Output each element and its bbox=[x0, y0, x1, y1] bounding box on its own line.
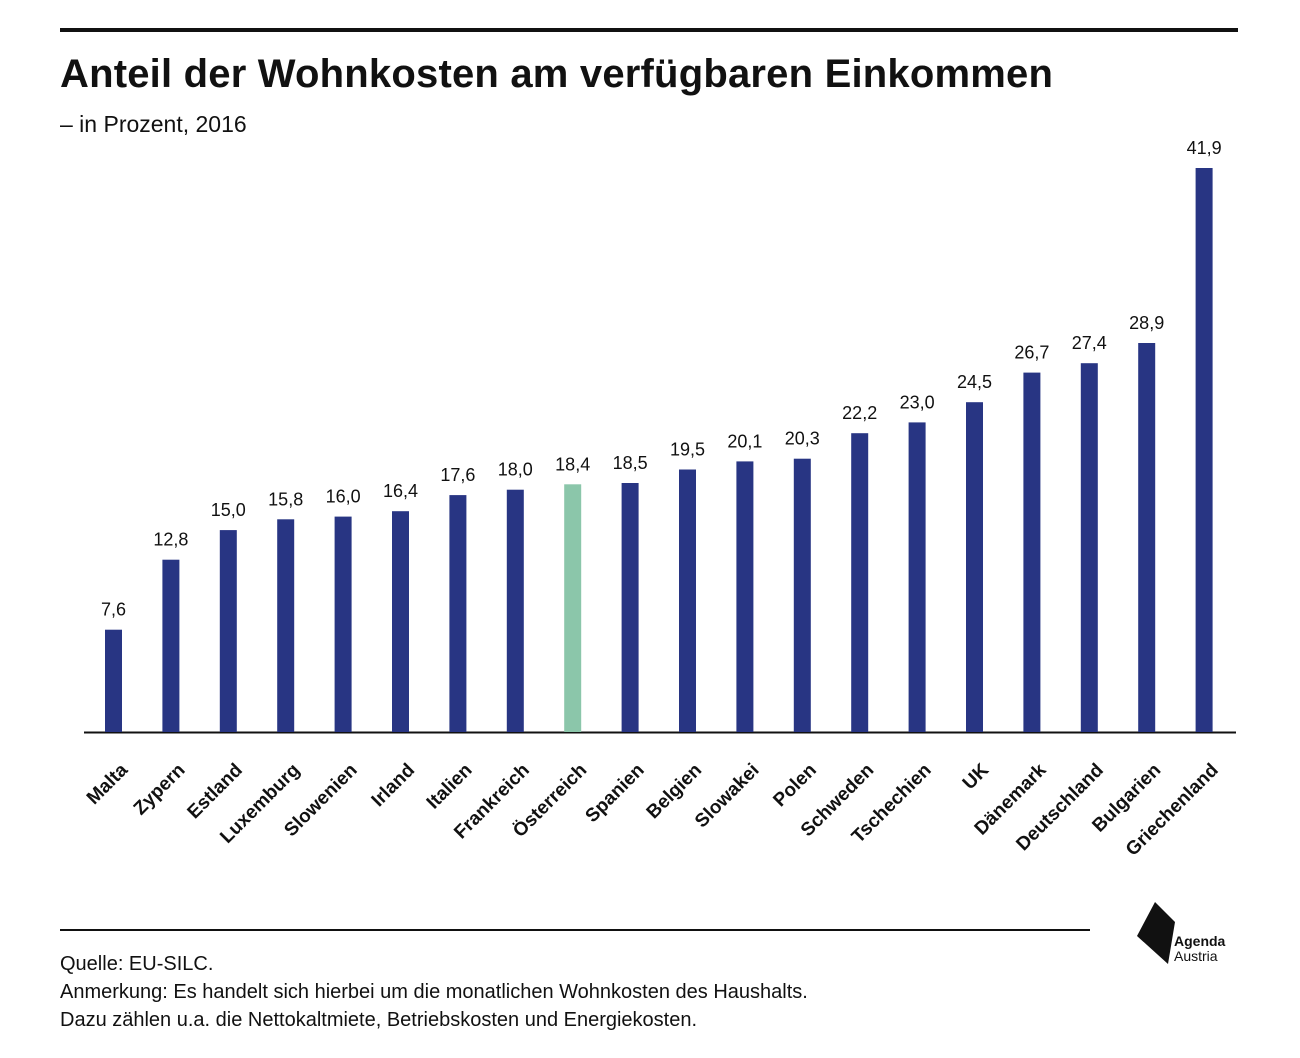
bar-luxemburg bbox=[277, 519, 295, 732]
category-label: Spanien bbox=[582, 760, 649, 827]
bar-italien bbox=[449, 495, 467, 732]
category-label: Zypern bbox=[130, 760, 190, 820]
bar-belgien bbox=[679, 469, 696, 732]
value-label: 18,0 bbox=[498, 460, 533, 480]
value-label: 27,4 bbox=[1072, 333, 1107, 353]
bar-frankreich bbox=[506, 489, 524, 732]
bar-schweden bbox=[851, 433, 869, 732]
value-label: 20,3 bbox=[785, 429, 820, 449]
value-label: 41,9 bbox=[1187, 138, 1222, 158]
footer: Quelle: EU-SILC. Anmerkung: Es handelt s… bbox=[60, 950, 808, 1034]
bar-österreich bbox=[564, 484, 582, 732]
remark-line-2: Dazu zählen u.a. die Nettokaltmiete, Bet… bbox=[60, 1009, 698, 1031]
value-label: 23,0 bbox=[900, 392, 935, 412]
value-label: 19,5 bbox=[670, 440, 705, 460]
value-label: 15,0 bbox=[211, 500, 246, 520]
bar-griechenland bbox=[1195, 168, 1213, 732]
bar-zypern bbox=[162, 559, 180, 732]
bar-tschechien bbox=[908, 422, 926, 732]
value-label: 18,4 bbox=[555, 454, 590, 474]
category-label: UK bbox=[959, 760, 993, 794]
remark-line-1: Anmerkung: Es handelt sich hierbei um di… bbox=[60, 981, 808, 1003]
logo-line-1: Agenda bbox=[1174, 933, 1226, 949]
bar-chart: 7,6Malta12,8Zypern15,0Estland15,8Luxembu… bbox=[83, 138, 1236, 860]
agenda-austria-logo-icon bbox=[1137, 902, 1175, 964]
logo-line-2: Austria bbox=[1174, 948, 1218, 964]
bar-bulgarien bbox=[1138, 343, 1156, 732]
category-label: Malta bbox=[83, 759, 132, 808]
value-label: 16,0 bbox=[326, 487, 361, 507]
value-label: 20,1 bbox=[727, 431, 762, 451]
category-label: Italien bbox=[423, 760, 477, 814]
bar-slowakei bbox=[736, 461, 754, 732]
value-label: 28,9 bbox=[1129, 313, 1164, 333]
category-label: Polen bbox=[769, 760, 820, 811]
bar-irland bbox=[392, 511, 409, 732]
bottom-rule bbox=[60, 929, 1090, 931]
chart-title: Anteil der Wohnkosten am verfügbaren Ein… bbox=[60, 52, 1054, 96]
bar-slowenien bbox=[334, 516, 352, 732]
value-label: 16,4 bbox=[383, 481, 418, 501]
bar-spanien bbox=[621, 483, 639, 732]
value-label: 24,5 bbox=[957, 372, 992, 392]
value-label: 26,7 bbox=[1014, 343, 1049, 363]
bar-polen bbox=[793, 458, 811, 732]
bar-malta bbox=[105, 629, 122, 732]
value-label: 7,6 bbox=[101, 600, 126, 620]
category-label: Irland bbox=[368, 760, 419, 811]
bar-dänemark bbox=[1023, 372, 1041, 732]
value-label: 18,5 bbox=[613, 453, 648, 473]
bar-deutschland bbox=[1080, 363, 1098, 732]
value-label: 15,8 bbox=[268, 489, 303, 509]
value-label: 17,6 bbox=[440, 465, 475, 485]
top-rule bbox=[60, 28, 1238, 32]
value-label: 12,8 bbox=[153, 530, 188, 550]
logo-text: Agenda Austria bbox=[1174, 934, 1225, 964]
chart-subtitle: – in Prozent, 2016 bbox=[60, 111, 247, 137]
source-note: Quelle: EU-SILC. bbox=[60, 953, 214, 975]
bar-uk bbox=[966, 402, 983, 732]
bar-estland bbox=[219, 530, 237, 732]
value-label: 22,2 bbox=[842, 403, 877, 423]
